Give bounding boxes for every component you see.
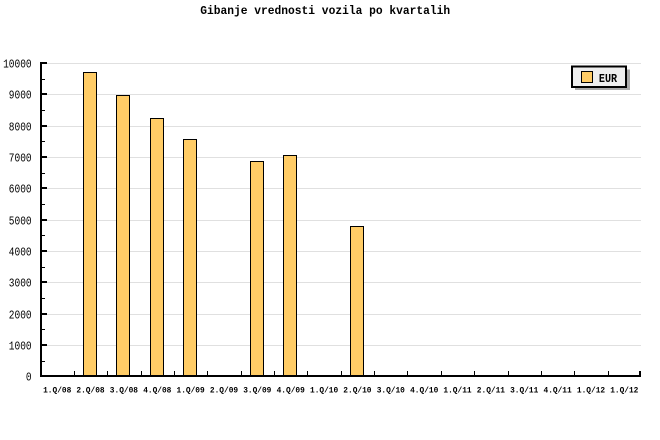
svg-text:1.Q/11: 1.Q/11 bbox=[443, 386, 471, 396]
svg-text:6000: 6000 bbox=[9, 183, 32, 197]
svg-text:3.Q/10: 3.Q/10 bbox=[377, 386, 405, 396]
svg-text:0: 0 bbox=[26, 371, 32, 385]
svg-text:4.Q/08: 4.Q/08 bbox=[143, 386, 171, 396]
svg-text:3.Q/08: 3.Q/08 bbox=[110, 386, 138, 396]
svg-text:3000: 3000 bbox=[9, 277, 32, 291]
svg-text:3.Q/11: 3.Q/11 bbox=[510, 386, 538, 396]
svg-text:2.Q/11: 2.Q/11 bbox=[477, 386, 505, 396]
svg-text:1.Q/09: 1.Q/09 bbox=[177, 386, 205, 396]
svg-text:5000: 5000 bbox=[9, 215, 32, 229]
svg-text:EUR: EUR bbox=[599, 72, 618, 86]
svg-text:7000: 7000 bbox=[9, 152, 32, 166]
svg-text:4.Q/10: 4.Q/10 bbox=[410, 386, 438, 396]
svg-text:2.Q/08: 2.Q/08 bbox=[76, 386, 104, 396]
svg-text:1000: 1000 bbox=[9, 340, 32, 354]
svg-text:8000: 8000 bbox=[9, 121, 32, 135]
svg-text:1.Q/08: 1.Q/08 bbox=[43, 386, 71, 396]
svg-text:2.Q/09: 2.Q/09 bbox=[210, 386, 238, 396]
svg-text:3.Q/09: 3.Q/09 bbox=[243, 386, 271, 396]
svg-text:1.Q/12: 1.Q/12 bbox=[610, 386, 638, 396]
svg-text:2.Q/10: 2.Q/10 bbox=[343, 386, 371, 396]
svg-text:4.Q/11: 4.Q/11 bbox=[544, 386, 572, 396]
svg-text:2000: 2000 bbox=[9, 309, 32, 323]
svg-text:Gibanje vrednosti vozila po kv: Gibanje vrednosti vozila po kvartalih bbox=[200, 5, 450, 18]
svg-text:1.Q/12: 1.Q/12 bbox=[577, 386, 605, 396]
svg-text:10000: 10000 bbox=[3, 58, 32, 72]
svg-text:4.Q/09: 4.Q/09 bbox=[277, 386, 305, 396]
svg-text:9000: 9000 bbox=[9, 89, 32, 103]
svg-text:1.Q/10: 1.Q/10 bbox=[310, 386, 338, 396]
svg-text:4000: 4000 bbox=[9, 246, 32, 260]
